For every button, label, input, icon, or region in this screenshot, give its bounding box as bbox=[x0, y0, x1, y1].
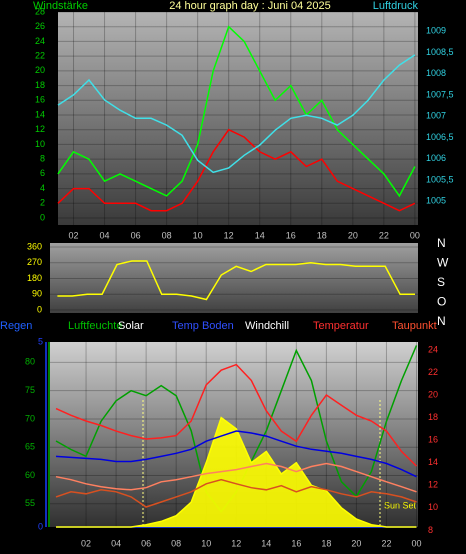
y2-tick-label: S bbox=[437, 275, 445, 289]
legend-entry: Taupunkt bbox=[392, 320, 437, 332]
annotation: Sun Set bbox=[384, 500, 417, 510]
y2-tick-label: 1005,5 bbox=[426, 174, 454, 184]
y2-tick-label: 12 bbox=[428, 480, 438, 490]
legend-entry: Luftfeuchte bbox=[68, 320, 122, 332]
y-tick-label: 12 bbox=[35, 124, 45, 134]
y-tick-label: 75 bbox=[25, 385, 35, 395]
y-tick-label: 16 bbox=[35, 95, 45, 105]
legend-entry: Solar bbox=[118, 320, 144, 332]
line bbox=[55, 462, 417, 493]
y2-tick-label: 1008,5 bbox=[426, 47, 454, 57]
x-tick-label: 12 bbox=[231, 538, 241, 548]
y-tick-label: 0 bbox=[37, 304, 42, 314]
y2-tick-label: 24 bbox=[428, 344, 438, 354]
line bbox=[55, 363, 418, 467]
y-tick-label: 14 bbox=[35, 109, 45, 119]
y-axis-title: Windstärke bbox=[33, 0, 88, 12]
y-tick-label: 270 bbox=[27, 257, 42, 267]
y-tick-label: 24 bbox=[35, 36, 45, 46]
y-tick-label: 65 bbox=[25, 442, 35, 452]
x-tick-label: 12 bbox=[224, 230, 234, 240]
y2-tick-label: 1006 bbox=[426, 153, 446, 163]
line bbox=[57, 25, 416, 198]
plot-background bbox=[58, 12, 418, 225]
x-tick-label: 16 bbox=[291, 538, 301, 548]
y-tick-label: 8 bbox=[40, 154, 45, 164]
y-tick-label: 20 bbox=[35, 65, 45, 75]
x-tick-label: 02 bbox=[69, 230, 79, 240]
y-tick-label: 4 bbox=[40, 183, 45, 193]
y2-tick-label: 1008 bbox=[426, 68, 446, 78]
plot-background bbox=[50, 243, 418, 313]
legend-entry: Temperatur bbox=[313, 320, 369, 332]
y-tick-label: 2 bbox=[40, 198, 45, 208]
y2-tick-label: 20 bbox=[428, 389, 438, 399]
y-tick-label: 360 bbox=[27, 241, 42, 251]
x-tick-label: 18 bbox=[317, 230, 327, 240]
y-tick-label: 26 bbox=[35, 21, 45, 31]
y-tick-label: 180 bbox=[27, 273, 42, 283]
x-tick-label: 20 bbox=[351, 538, 361, 548]
y2-tick-label: 22 bbox=[428, 367, 438, 377]
y-tick-label: 55 bbox=[25, 498, 35, 508]
x-tick-label: 16 bbox=[286, 230, 296, 240]
y2-tick-label: O bbox=[437, 295, 446, 309]
x-tick-label: 18 bbox=[321, 538, 331, 548]
chart-title: 24 hour graph day : Juni 04 2025 bbox=[169, 0, 330, 12]
x-tick-label: 08 bbox=[162, 230, 172, 240]
y2-tick-label: 1007 bbox=[426, 111, 446, 121]
y-tick-label: 90 bbox=[32, 289, 42, 299]
y-tick-label: 0 bbox=[40, 212, 45, 222]
y2-tick-label: 1006,5 bbox=[426, 132, 454, 142]
x-tick-label: 08 bbox=[171, 538, 181, 548]
legend-entry: Temp Boden bbox=[172, 320, 234, 332]
y2-tick-label: N bbox=[437, 314, 446, 328]
y-tick-label: 28 bbox=[35, 6, 45, 16]
x-tick-label: 22 bbox=[379, 230, 389, 240]
x-tick-label: 00 bbox=[410, 230, 420, 240]
y2-tick-label: 10 bbox=[428, 502, 438, 512]
x-tick-label: 14 bbox=[261, 538, 271, 548]
x-tick-label: 06 bbox=[131, 230, 141, 240]
y-tick-label: 10 bbox=[35, 139, 45, 149]
y2-tick-label: 18 bbox=[428, 412, 438, 422]
x-tick-label: 10 bbox=[193, 230, 203, 240]
x-tick-label: 02 bbox=[81, 538, 91, 548]
y2-tick-label: N bbox=[437, 236, 446, 250]
line bbox=[55, 478, 417, 508]
legend-entry: Windchill bbox=[245, 320, 289, 332]
y2-tick-label: 1009 bbox=[426, 26, 446, 36]
x-tick-label: 00 bbox=[411, 538, 421, 548]
legend-entry: Regen bbox=[0, 320, 32, 332]
x-tick-label: 14 bbox=[255, 230, 265, 240]
y-tick-label: 22 bbox=[35, 51, 45, 61]
y2-tick-label: 8 bbox=[428, 525, 433, 535]
y-tick-label: 6 bbox=[40, 168, 45, 178]
x-tick-label: 04 bbox=[100, 230, 110, 240]
x-tick-label: 04 bbox=[111, 538, 121, 548]
y2-tick-label: W bbox=[437, 256, 449, 270]
y2-axis-title: Luftdruck bbox=[373, 0, 419, 12]
y2-tick-label: 1005 bbox=[426, 196, 446, 206]
area bbox=[56, 416, 417, 528]
line bbox=[55, 430, 417, 478]
line bbox=[57, 54, 416, 174]
y-tick-label: 80 bbox=[25, 357, 35, 367]
x-tick-label: 06 bbox=[141, 538, 151, 548]
x-tick-label: 22 bbox=[381, 538, 391, 548]
y-tick-label: 60 bbox=[25, 470, 35, 480]
x-tick-label: 20 bbox=[348, 230, 358, 240]
y3-tick-label: 0 bbox=[38, 521, 43, 531]
line bbox=[57, 260, 415, 301]
y2-tick-label: 14 bbox=[428, 457, 438, 467]
y2-tick-label: 16 bbox=[428, 435, 438, 445]
y2-tick-label: 1007,5 bbox=[426, 89, 454, 99]
x-tick-label: 10 bbox=[201, 538, 211, 548]
y-tick-label: 70 bbox=[25, 413, 35, 423]
y-tick-label: 18 bbox=[35, 80, 45, 90]
y3-tick-label: 5 bbox=[38, 336, 43, 346]
line bbox=[57, 128, 416, 212]
